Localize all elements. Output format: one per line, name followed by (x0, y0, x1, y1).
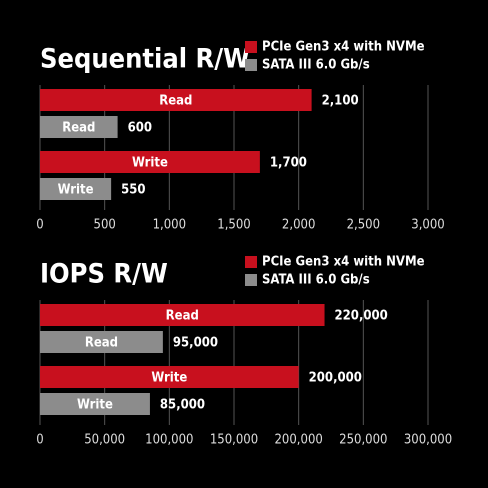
bar-category-label: Write (58, 183, 94, 198)
legend-swatch (245, 256, 257, 268)
x-tick-label: 300,000 (404, 433, 452, 448)
legend-label: SATA III 6.0 Gb/s (262, 58, 370, 73)
bar (40, 151, 260, 173)
bar-category-label: Write (77, 398, 113, 413)
x-tick-label: 250,000 (339, 433, 387, 448)
x-tick-label: 0 (36, 218, 43, 233)
x-tick-label: 200,000 (274, 433, 322, 448)
bar-category-label: Write (151, 371, 187, 386)
legend-label: SATA III 6.0 Gb/s (262, 273, 370, 288)
x-tick-label: 2,500 (347, 218, 380, 233)
bar (40, 331, 163, 353)
bar (40, 116, 118, 138)
legend-swatch (245, 41, 257, 53)
x-tick-label: 2,000 (282, 218, 315, 233)
bar (40, 304, 325, 326)
x-tick-label: 0 (36, 433, 43, 448)
value-label: 220,000 (335, 309, 388, 324)
legend-label: PCIe Gen3 x4 with NVMe (262, 255, 425, 270)
value-label: 95,000 (173, 336, 218, 351)
bar-category-label: Read (166, 309, 199, 324)
x-tick-label: 500 (94, 218, 116, 233)
bar (40, 89, 312, 111)
bar-category-label: Write (132, 156, 168, 171)
bar (40, 366, 299, 388)
bar-category-label: Read (62, 121, 95, 136)
x-tick-label: 1,000 (153, 218, 186, 233)
bar (40, 178, 112, 200)
value-label: 2,100 (322, 94, 359, 109)
chart-title: Sequential R/W (40, 44, 250, 75)
value-label: 200,000 (309, 371, 362, 386)
legend-swatch (245, 59, 257, 71)
chart-title: IOPS R/W (40, 259, 168, 290)
x-tick-label: 100,000 (145, 433, 193, 448)
value-label: 550 (121, 183, 145, 198)
value-label: 85,000 (160, 398, 205, 413)
bar-category-label: Read (85, 336, 118, 351)
x-tick-label: 1,500 (217, 218, 250, 233)
x-tick-label: 150,000 (210, 433, 258, 448)
bar-category-label: Read (159, 94, 192, 109)
legend-swatch (245, 274, 257, 286)
x-tick-label: 50,000 (84, 433, 125, 448)
legend-label: PCIe Gen3 x4 with NVMe (262, 40, 425, 55)
bar (40, 393, 150, 415)
x-tick-label: 3,000 (411, 218, 444, 233)
value-label: 1,700 (270, 156, 307, 171)
value-label: 600 (128, 121, 152, 136)
